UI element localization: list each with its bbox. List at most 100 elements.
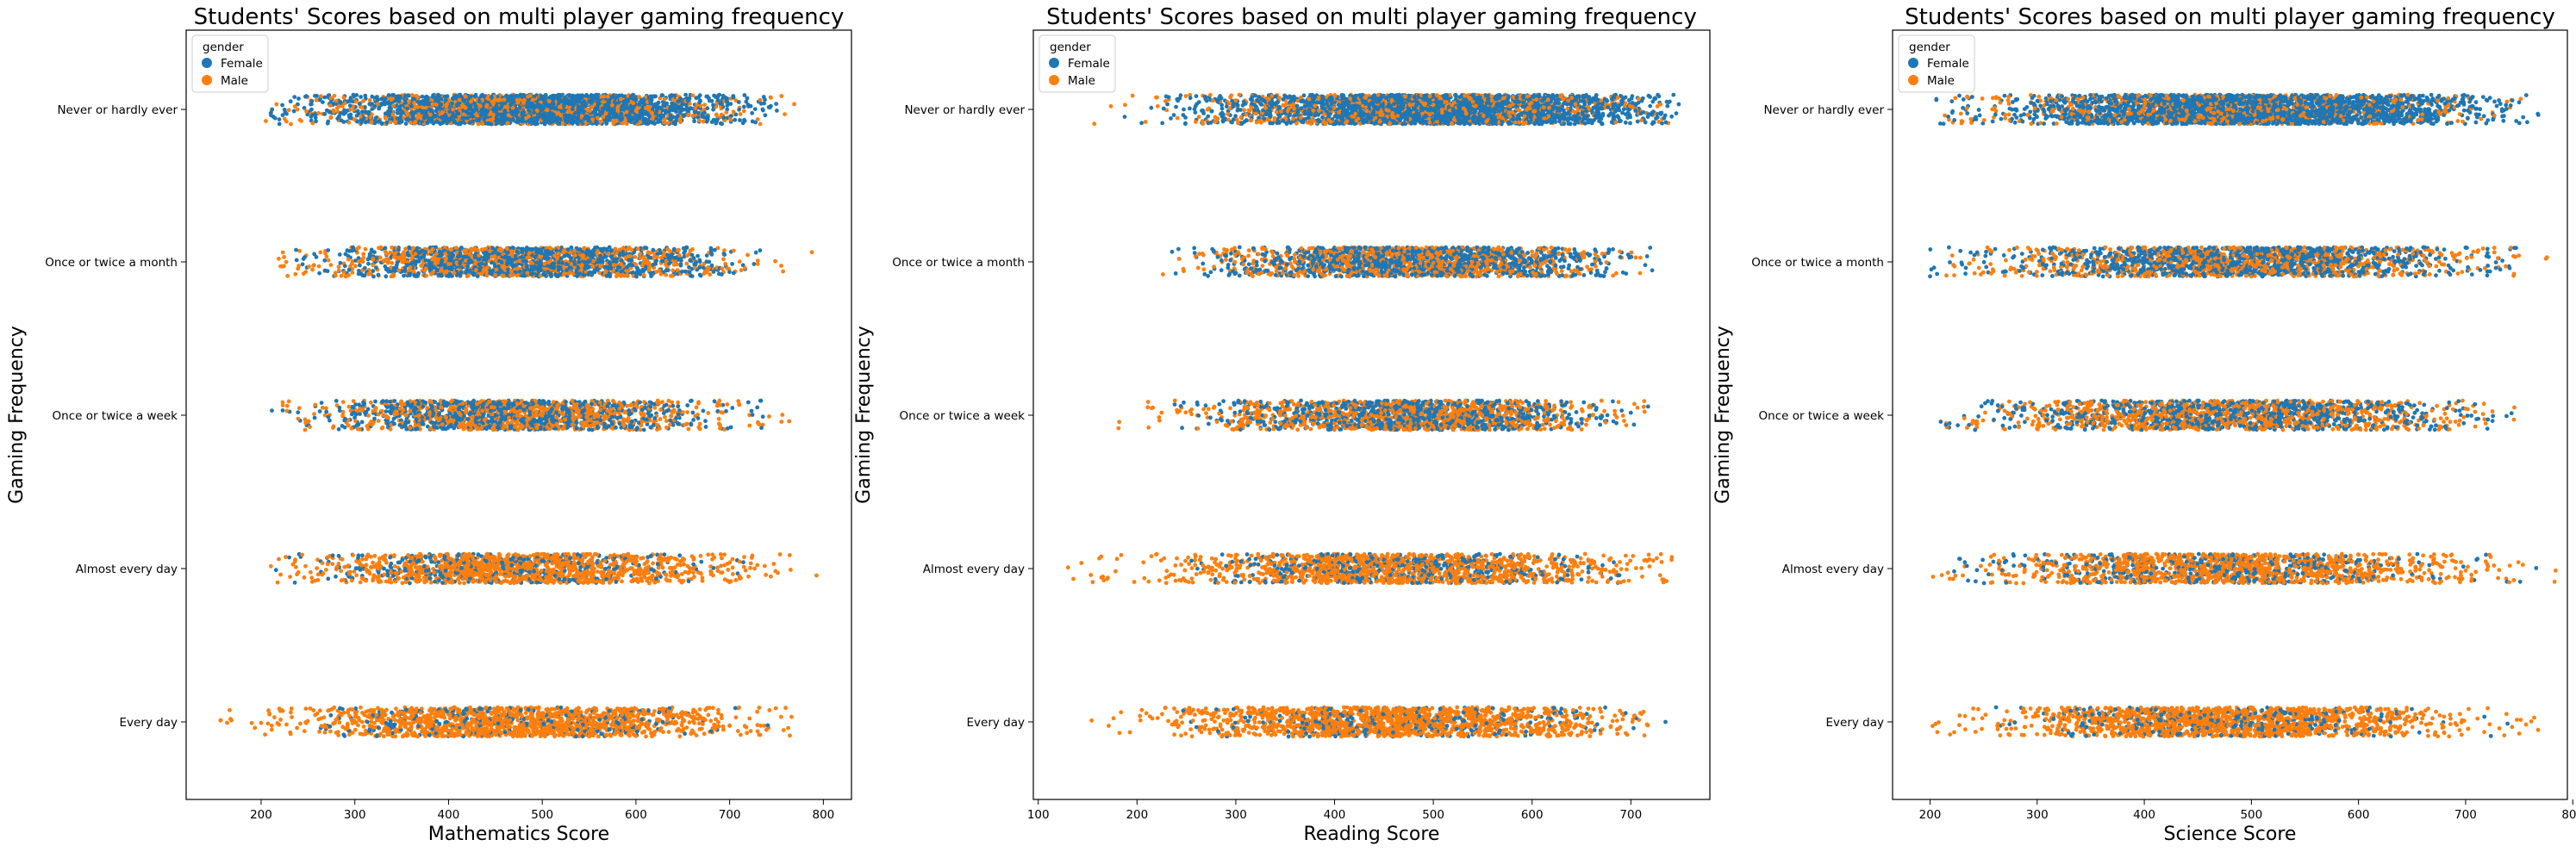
point-female (396, 94, 400, 98)
point-male (354, 100, 359, 104)
point-female (692, 119, 696, 123)
point-female (292, 95, 296, 99)
point-female (575, 115, 579, 120)
point-male (676, 268, 680, 272)
point-female (457, 111, 461, 115)
point-male (391, 113, 396, 117)
point-female (671, 121, 676, 125)
point-female (607, 99, 611, 103)
point-female (601, 107, 605, 111)
point-female (713, 248, 717, 252)
point-female (638, 110, 642, 115)
point-female (292, 109, 296, 114)
point-male (285, 274, 290, 278)
point-female (422, 103, 427, 107)
point-female (376, 98, 380, 103)
point-male (451, 108, 455, 112)
point-female (468, 121, 472, 125)
point-female (567, 94, 571, 98)
point-male (393, 121, 397, 125)
point-male (625, 109, 629, 114)
point-female (345, 109, 349, 113)
point-female (404, 121, 409, 126)
point-male (742, 109, 746, 113)
point-female (715, 118, 720, 122)
point-female (532, 110, 536, 115)
point-female (482, 116, 486, 121)
point-female (358, 264, 362, 268)
point-male (264, 119, 268, 123)
point-male (364, 247, 368, 252)
point-female (327, 109, 331, 114)
point-male (694, 106, 698, 110)
point-male (458, 98, 462, 103)
point-male (728, 118, 733, 122)
point-female (534, 121, 539, 125)
point-female (564, 96, 568, 101)
point-female (348, 103, 352, 108)
point-female (721, 94, 726, 98)
point-female (652, 121, 657, 126)
point-female (664, 109, 668, 113)
point-male (332, 109, 336, 114)
point-male (619, 97, 623, 102)
point-female (737, 100, 741, 104)
point-female (377, 107, 381, 111)
point-male (602, 115, 606, 120)
point-female (731, 94, 735, 98)
point-male (491, 116, 496, 121)
point-male (337, 264, 341, 269)
point-female (544, 101, 548, 105)
point-male (779, 94, 783, 98)
point-female (743, 119, 747, 123)
point-female (480, 93, 484, 97)
point-female (410, 114, 415, 118)
point-male (590, 117, 595, 121)
point-female (458, 122, 463, 127)
point-male (389, 121, 393, 125)
point-female (281, 113, 285, 117)
point-female (571, 107, 575, 111)
point-female (648, 95, 652, 99)
point-male (758, 122, 763, 127)
point-female (763, 97, 767, 102)
point-female (569, 102, 573, 106)
point-female (474, 104, 478, 109)
point-female (359, 95, 363, 99)
point-male (639, 120, 643, 124)
point-female (648, 99, 652, 103)
point-female (716, 93, 720, 97)
point-male (697, 119, 702, 123)
point-male (413, 121, 417, 126)
point-female (373, 119, 377, 123)
point-male (341, 96, 346, 100)
point-female (466, 111, 471, 115)
point-male (588, 109, 592, 113)
point-female (506, 96, 510, 100)
point-female (465, 116, 470, 121)
point-male (289, 122, 293, 127)
point-female (705, 115, 709, 119)
point-female (577, 96, 582, 101)
point-female (698, 93, 702, 97)
point-female (396, 116, 400, 121)
point-female (764, 113, 768, 117)
point-female (469, 104, 473, 109)
point-female (396, 108, 401, 112)
point-male (342, 271, 346, 275)
point-male (614, 119, 619, 123)
point-female (775, 109, 779, 113)
point-male (368, 98, 372, 103)
point-female (672, 103, 677, 107)
point-female (701, 112, 705, 116)
point-male (644, 106, 648, 110)
point-female (436, 93, 440, 97)
point-female (712, 94, 716, 98)
point-male (556, 111, 560, 115)
point-female (477, 99, 482, 103)
point-female (390, 93, 395, 97)
point-female (649, 121, 653, 125)
point-female (490, 96, 494, 100)
point-male (724, 110, 728, 115)
